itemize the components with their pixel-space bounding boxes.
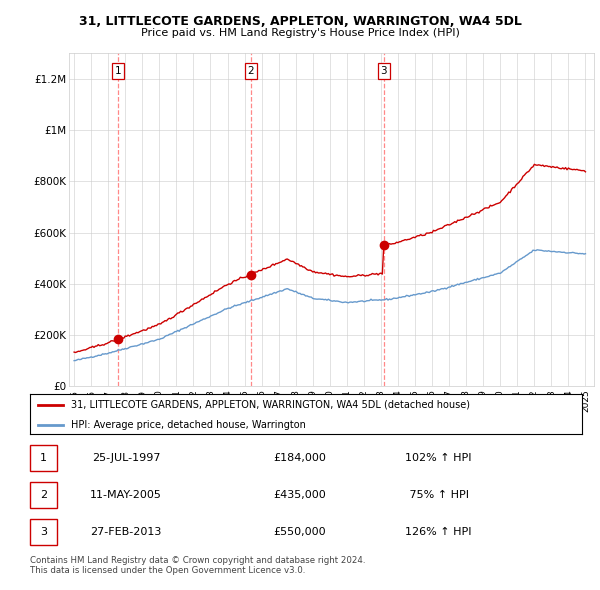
Text: 31, LITTLECOTE GARDENS, APPLETON, WARRINGTON, WA4 5DL (detached house): 31, LITTLECOTE GARDENS, APPLETON, WARRIN… xyxy=(71,400,470,410)
Text: 3: 3 xyxy=(40,527,47,537)
Text: 31, LITTLECOTE GARDENS, APPLETON, WARRINGTON, WA4 5DL: 31, LITTLECOTE GARDENS, APPLETON, WARRIN… xyxy=(79,15,521,28)
Text: 3: 3 xyxy=(380,66,387,76)
Text: 75% ↑ HPI: 75% ↑ HPI xyxy=(407,490,470,500)
Text: £550,000: £550,000 xyxy=(274,527,326,537)
Text: 27-FEB-2013: 27-FEB-2013 xyxy=(91,527,161,537)
Text: 126% ↑ HPI: 126% ↑ HPI xyxy=(405,527,471,537)
Text: 25-JUL-1997: 25-JUL-1997 xyxy=(92,453,160,463)
Text: 2: 2 xyxy=(247,66,254,76)
Text: Contains HM Land Registry data © Crown copyright and database right 2024.
This d: Contains HM Land Registry data © Crown c… xyxy=(30,556,365,575)
Text: Price paid vs. HM Land Registry's House Price Index (HPI): Price paid vs. HM Land Registry's House … xyxy=(140,28,460,38)
Text: HPI: Average price, detached house, Warrington: HPI: Average price, detached house, Warr… xyxy=(71,420,306,430)
Text: 102% ↑ HPI: 102% ↑ HPI xyxy=(405,453,471,463)
Text: 2: 2 xyxy=(40,490,47,500)
Text: £435,000: £435,000 xyxy=(274,490,326,500)
Text: 1: 1 xyxy=(40,453,47,463)
Text: 11-MAY-2005: 11-MAY-2005 xyxy=(90,490,162,500)
Text: 1: 1 xyxy=(115,66,121,76)
Text: £184,000: £184,000 xyxy=(274,453,326,463)
